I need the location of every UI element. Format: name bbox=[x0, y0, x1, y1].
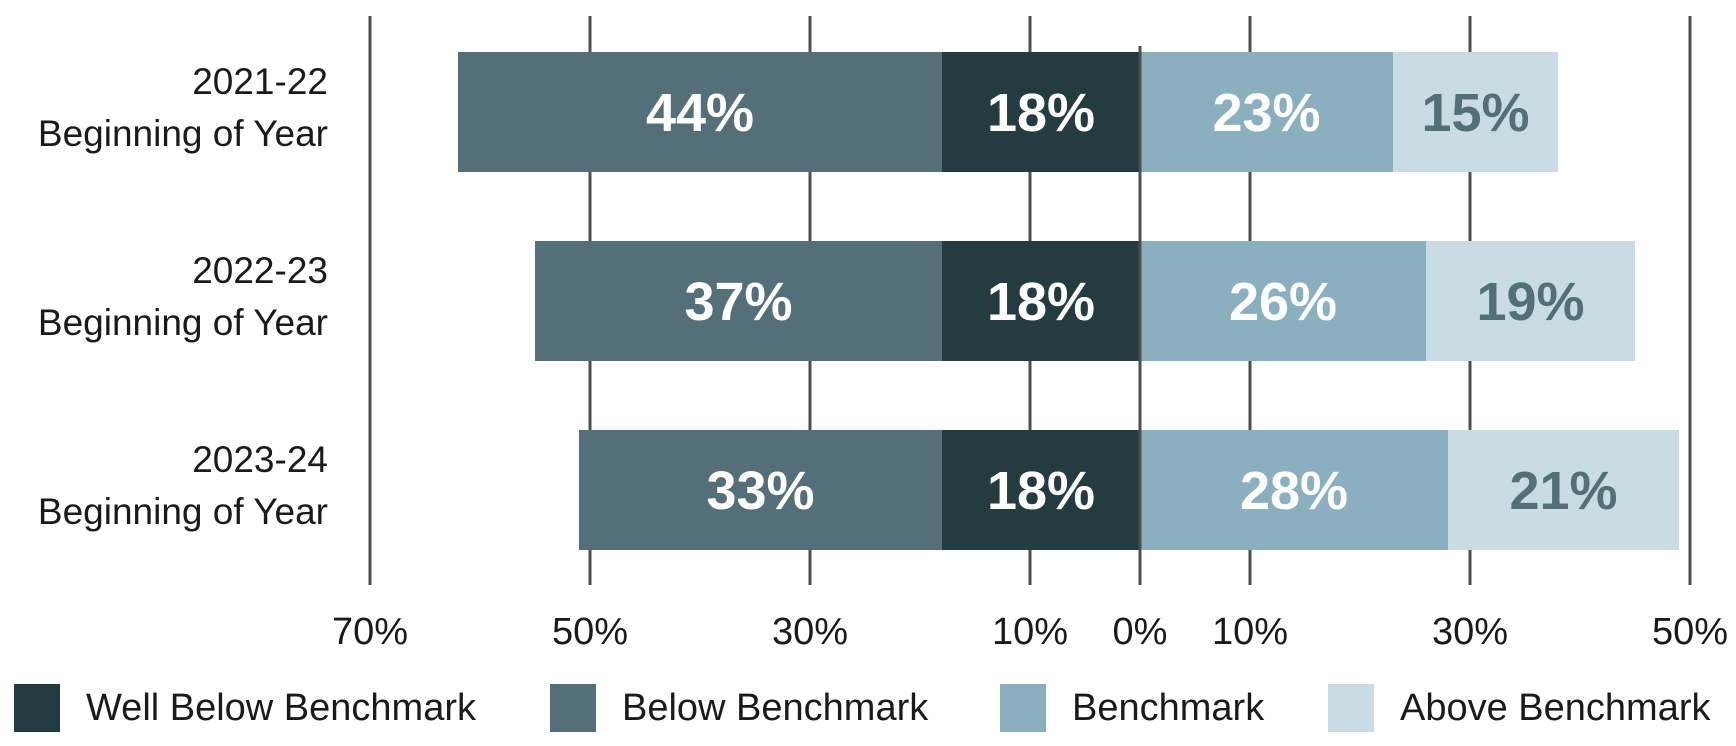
bar-value-label: 28% bbox=[1240, 461, 1348, 521]
x-tick-label: 10% bbox=[992, 611, 1068, 653]
category-labels: 2021-22 Beginning of Year 2022-23 Beginning… bbox=[38, 61, 328, 532]
bar-value-label: 26% bbox=[1229, 272, 1337, 332]
x-tick-label: 30% bbox=[772, 611, 848, 653]
bar-segment bbox=[942, 241, 1140, 361]
bar-value-label: 18% bbox=[987, 461, 1095, 521]
category-label-period: Beginning of Year bbox=[38, 302, 328, 343]
bar-value-label: 18% bbox=[987, 272, 1095, 332]
x-tick-label: 50% bbox=[552, 611, 628, 653]
bar-value-label: 19% bbox=[1476, 272, 1584, 332]
bar-segment bbox=[942, 430, 1140, 550]
legend-label: Well Below Benchmark bbox=[86, 687, 477, 729]
bar-segment bbox=[1426, 241, 1635, 361]
bar-segment bbox=[1140, 241, 1426, 361]
bar-segment bbox=[1448, 430, 1679, 550]
legend-label: Below Benchmark bbox=[622, 687, 929, 729]
bar-value-labels: 18% 44% 23% 15% 18% 37% 26% 19% 18% 33% 28% 21% bbox=[646, 83, 1618, 521]
legend-swatch bbox=[550, 684, 596, 732]
legend-item: Benchmark bbox=[1000, 684, 1265, 732]
category-label-period: Beginning of Year bbox=[38, 113, 328, 154]
category-label-year: 2022-23 bbox=[192, 250, 328, 291]
bar-segment bbox=[1393, 52, 1558, 172]
legend-swatch bbox=[14, 684, 60, 732]
x-tick-label: 30% bbox=[1432, 611, 1508, 653]
bar-segment bbox=[579, 430, 942, 550]
bar-value-label: 15% bbox=[1421, 83, 1529, 143]
bar-value-label: 37% bbox=[684, 272, 792, 332]
x-tick-label: 10% bbox=[1212, 611, 1288, 653]
legend-item: Above Benchmark bbox=[1328, 684, 1711, 732]
bar-segment bbox=[1140, 430, 1448, 550]
legend-item: Below Benchmark bbox=[550, 684, 929, 732]
category-label-period: Beginning of Year bbox=[38, 491, 328, 532]
bar-value-label: 21% bbox=[1509, 461, 1617, 521]
x-axis-tick-labels: 70% 50% 30% 10% 0% 10% 30% 50% bbox=[332, 611, 1728, 653]
bars bbox=[458, 52, 1679, 550]
x-tick-label: 50% bbox=[1652, 611, 1728, 653]
legend-item: Well Below Benchmark bbox=[14, 684, 477, 732]
bar-segment bbox=[942, 52, 1140, 172]
bar-value-label: 23% bbox=[1212, 83, 1320, 143]
legend: Well Below Benchmark Below Benchmark Bench… bbox=[14, 684, 1711, 732]
category-label-year: 2023-24 bbox=[192, 439, 328, 480]
legend-swatch bbox=[1000, 684, 1046, 732]
bar-value-label: 18% bbox=[987, 83, 1095, 143]
bar-value-label: 44% bbox=[646, 83, 754, 143]
legend-label: Benchmark bbox=[1072, 687, 1265, 729]
category-label-year: 2021-22 bbox=[192, 61, 328, 102]
legend-label: Above Benchmark bbox=[1400, 687, 1711, 729]
x-tick-label: 70% bbox=[332, 611, 408, 653]
bar-value-label: 33% bbox=[706, 461, 814, 521]
bar-segment bbox=[458, 52, 942, 172]
legend-swatch bbox=[1328, 684, 1374, 732]
bar-segment bbox=[1140, 52, 1393, 172]
x-tick-label: 0% bbox=[1113, 611, 1168, 653]
bar-segment bbox=[535, 241, 942, 361]
